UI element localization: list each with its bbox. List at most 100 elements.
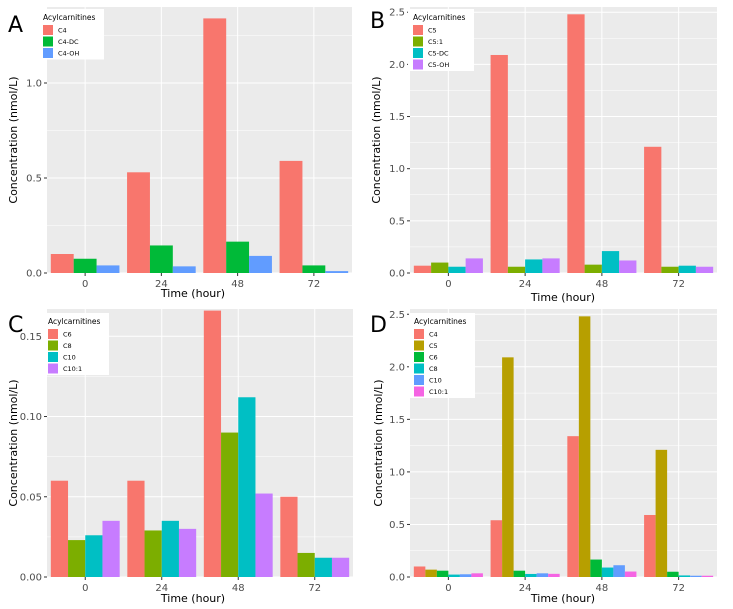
bar-c8-t24 xyxy=(144,530,162,577)
bar-c10-1-t48 xyxy=(624,571,637,577)
bar-c4-t72 xyxy=(644,514,656,577)
x-tick-label: 48 xyxy=(231,279,244,290)
bar-c5-t48 xyxy=(578,316,591,577)
x-tick-label: 72 xyxy=(308,279,321,290)
legend-label: C8 xyxy=(63,342,72,350)
bar-c10-t24 xyxy=(536,573,549,577)
bar-c4-oh-t72 xyxy=(325,271,349,273)
bar-c10-1-t0 xyxy=(102,520,120,577)
bar-c8-t0 xyxy=(68,540,86,577)
chart-panel-d: 0.0 0.5 1.0 1.5 2.0 2.5 0 24 48 72 Time (hour) Conc… xyxy=(370,309,717,605)
legend-title: Acylcarnitines xyxy=(43,13,96,22)
bar-c10-1-t24 xyxy=(548,573,560,577)
y-axis-title: Concentration (nmol/L) xyxy=(370,76,383,203)
y-tick-label: 0.10 xyxy=(20,412,42,423)
legend: Acylcarnitines C4 C5 C6 C8 C10 C10:1 xyxy=(409,313,475,398)
bar-c10-t72 xyxy=(690,575,702,577)
bar-c8-t24 xyxy=(525,573,537,577)
legend-label: C4 xyxy=(58,27,67,35)
bar-c4-oh-t48 xyxy=(249,255,272,273)
legend-label: C4-DC xyxy=(58,38,79,46)
bar-c10-1-t72 xyxy=(331,557,350,577)
y-tick-label: 0.05 xyxy=(20,492,42,503)
bar-c5-t24 xyxy=(490,54,508,273)
bar-c10-1-t24 xyxy=(178,528,197,577)
panel-label: A xyxy=(8,13,23,38)
bar-c6-t48 xyxy=(590,559,602,577)
bar-c4-t24 xyxy=(127,172,150,273)
legend-swatch xyxy=(413,36,423,47)
x-axis-title: Time (hour) xyxy=(160,592,225,605)
bar-c5-1-t24 xyxy=(507,266,526,273)
bar-c4-dc-t72 xyxy=(302,265,326,273)
bar-c4-dc-t24 xyxy=(149,245,173,273)
bar-c4-t24 xyxy=(490,520,503,577)
y-tick-label: 0.0 xyxy=(389,573,405,584)
x-tick-label: 24 xyxy=(155,583,168,594)
bar-c5-dc-t48 xyxy=(601,251,620,273)
y-tick-label: 1.5 xyxy=(389,415,405,426)
legend-swatch xyxy=(414,329,424,339)
legend: Acylcarnitines C5 C5:1 C5-DC C5-OH xyxy=(408,9,474,71)
y-tick-label: 0.15 xyxy=(20,332,42,343)
legend-label: C6 xyxy=(63,331,72,339)
x-tick-label: 24 xyxy=(155,279,168,290)
bar-c5-oh-t24 xyxy=(542,258,560,273)
y-tick-label: 0.0 xyxy=(26,269,42,280)
legend-swatch xyxy=(414,363,424,374)
y-axis-title: Concentration (nmol/L) xyxy=(7,76,20,203)
legend-swatch xyxy=(414,352,424,362)
x-tick-label: 24 xyxy=(519,583,532,594)
bar-c5-t0 xyxy=(413,265,432,273)
legend-label: C10 xyxy=(63,354,76,362)
legend-title: Acylcarnitines xyxy=(413,13,466,22)
legend-label: C6 xyxy=(429,354,438,362)
bar-c4-t48 xyxy=(567,436,579,577)
bar-c4-dc-t0 xyxy=(73,258,97,273)
bar-c5-1-t72 xyxy=(661,266,679,273)
legend-swatch xyxy=(413,59,423,70)
y-tick-label: 2.0 xyxy=(389,362,405,373)
x-axis-title: Time (hour) xyxy=(530,592,595,605)
legend-label: C5 xyxy=(428,27,437,35)
x-tick-label: 48 xyxy=(596,279,609,290)
bar-c10-1-t0 xyxy=(471,573,483,577)
y-axis-title: Concentration (nmol/L) xyxy=(7,379,20,506)
y-axis-title: Concentration (nmol/L) xyxy=(372,379,385,506)
bar-c5-t0 xyxy=(425,569,437,577)
y-tick-label: 1.0 xyxy=(389,467,405,478)
legend-label: C5 xyxy=(429,342,438,350)
bar-c5-dc-t24 xyxy=(525,259,543,273)
bar-c6-t72 xyxy=(667,571,679,577)
bar-c10-1-t72 xyxy=(701,575,714,577)
bar-c5-1-t0 xyxy=(431,262,449,273)
panel-label: D xyxy=(370,313,387,338)
legend-swatch xyxy=(414,375,424,385)
bar-c8-t0 xyxy=(448,574,460,577)
legend-label: C10:1 xyxy=(63,365,82,373)
x-tick-label: 0 xyxy=(445,583,451,594)
bar-c5-t48 xyxy=(567,14,585,273)
bar-c10-1-t48 xyxy=(255,493,273,577)
bar-c10-t72 xyxy=(314,557,332,577)
bar-c10-t48 xyxy=(613,565,625,577)
bar-c6-t48 xyxy=(203,310,222,577)
legend-swatch xyxy=(43,25,53,35)
y-tick-label: 2.0 xyxy=(389,60,405,71)
panel-label: C xyxy=(8,313,23,338)
y-tick-label: 1.0 xyxy=(389,164,405,175)
x-tick-label: 72 xyxy=(672,279,685,290)
bar-c5-oh-t48 xyxy=(619,260,637,273)
legend-swatch xyxy=(413,48,423,58)
x-axis-title: Time (hour) xyxy=(530,291,595,304)
bar-c10-t0 xyxy=(85,535,103,577)
legend: Acylcarnitines C6 C8 C10 C10:1 xyxy=(43,313,109,375)
bar-c6-t24 xyxy=(127,480,145,577)
y-tick-label: 1.0 xyxy=(26,79,42,90)
y-tick-label: 2.5 xyxy=(389,310,405,321)
bar-c6-t0 xyxy=(436,570,449,577)
legend-swatch xyxy=(48,352,58,362)
legend-label: C8 xyxy=(429,365,438,373)
bar-c5-t72 xyxy=(655,449,668,577)
